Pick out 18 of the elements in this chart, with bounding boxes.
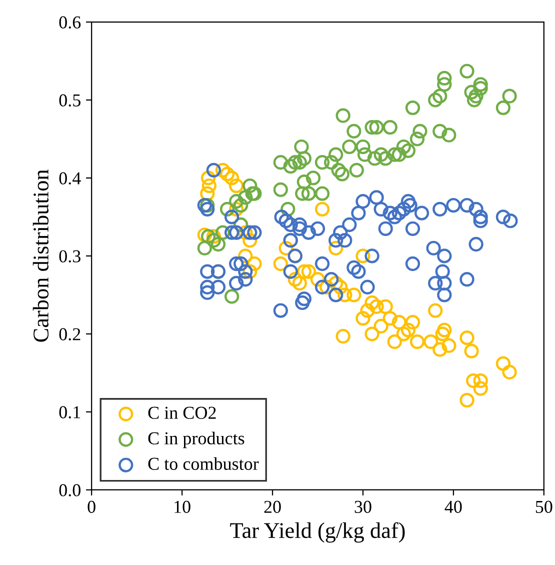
legend-label: C in products — [148, 432, 244, 448]
y-tick-label: 0.0 — [59, 484, 80, 496]
legend-label: C in CO2 — [148, 406, 216, 419]
y-tick-label: 0.4 — [59, 172, 81, 184]
y-tick-label: 0.1 — [59, 406, 80, 418]
y-tick-label: 0.6 — [59, 16, 81, 29]
legend-label: C to combustor — [148, 457, 259, 470]
x-tick-label: 40 — [444, 500, 462, 513]
y-axis-title: Carbon distribution — [32, 170, 49, 342]
x-tick-label: 0 — [88, 500, 96, 513]
y-tick-label: 0.5 — [59, 94, 80, 107]
x-tick-label: 10 — [174, 500, 190, 513]
x-tick-label: 20 — [264, 500, 281, 513]
x-tick-label: 30 — [354, 500, 372, 513]
x-tick-label: 50 — [536, 500, 552, 513]
y-tick-label: 0.3 — [59, 250, 80, 262]
y-tick-label: 0.2 — [59, 328, 80, 340]
x-axis-title: Tar Yield (g/kg daf) — [230, 522, 405, 543]
